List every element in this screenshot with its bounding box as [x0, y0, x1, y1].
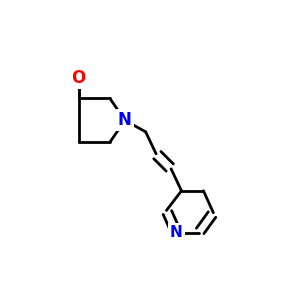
- Text: O: O: [72, 69, 86, 87]
- Text: N: N: [118, 111, 132, 129]
- Text: N: N: [170, 225, 183, 240]
